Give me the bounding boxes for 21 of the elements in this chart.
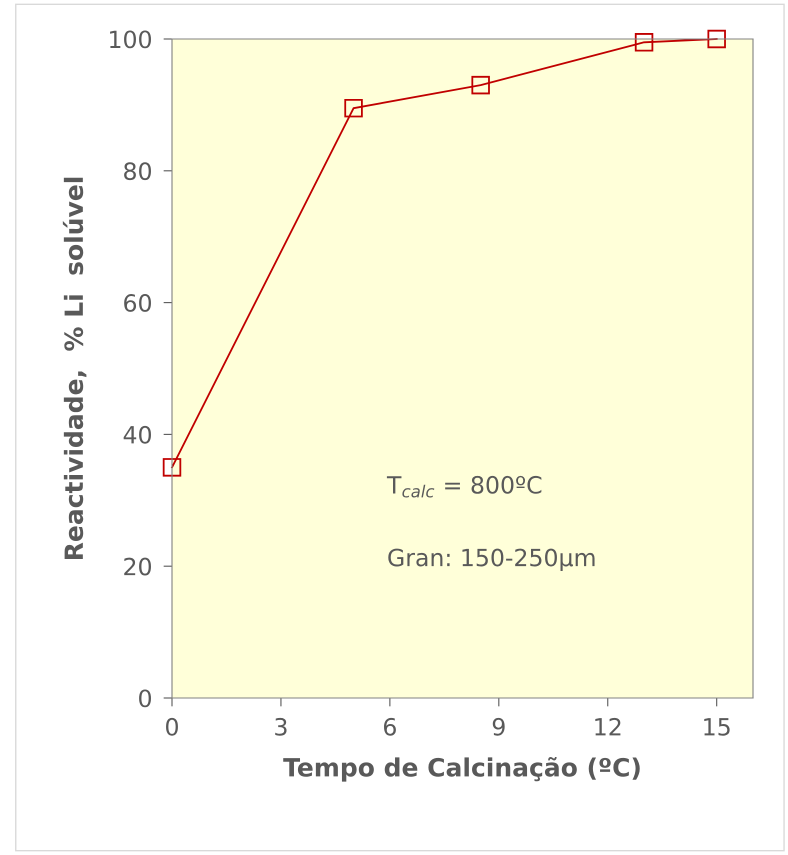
y-tick-label: 0 (139, 689, 151, 708)
y-tick-label: 40 (124, 426, 151, 444)
x-tick-label: 12 (595, 718, 620, 736)
x-tick-label: 6 (384, 718, 396, 736)
x-axis-title: Tempo de Calcinação (ºC) (283, 756, 640, 782)
y-tick-label: 60 (124, 294, 151, 312)
x-tick-label: 15 (704, 718, 730, 736)
y-axis-title: Reactividade, % Li solúvel (62, 178, 86, 560)
annotation: T$_{calc}$ = 800ºC (386, 476, 542, 498)
x-tick-label: 3 (275, 718, 287, 736)
point (471, 76, 490, 94)
x-tick-label: 9 (492, 718, 505, 736)
annotation: Gran: 150-250µm (388, 548, 595, 572)
point (162, 458, 182, 477)
y-tick-label: 100 (110, 30, 151, 48)
point (344, 98, 363, 118)
y-tick-label: 20 (124, 558, 151, 576)
x-tick-label: 0 (166, 718, 178, 736)
point (707, 30, 726, 48)
point (634, 33, 654, 52)
y-tick-label: 80 (124, 162, 151, 180)
